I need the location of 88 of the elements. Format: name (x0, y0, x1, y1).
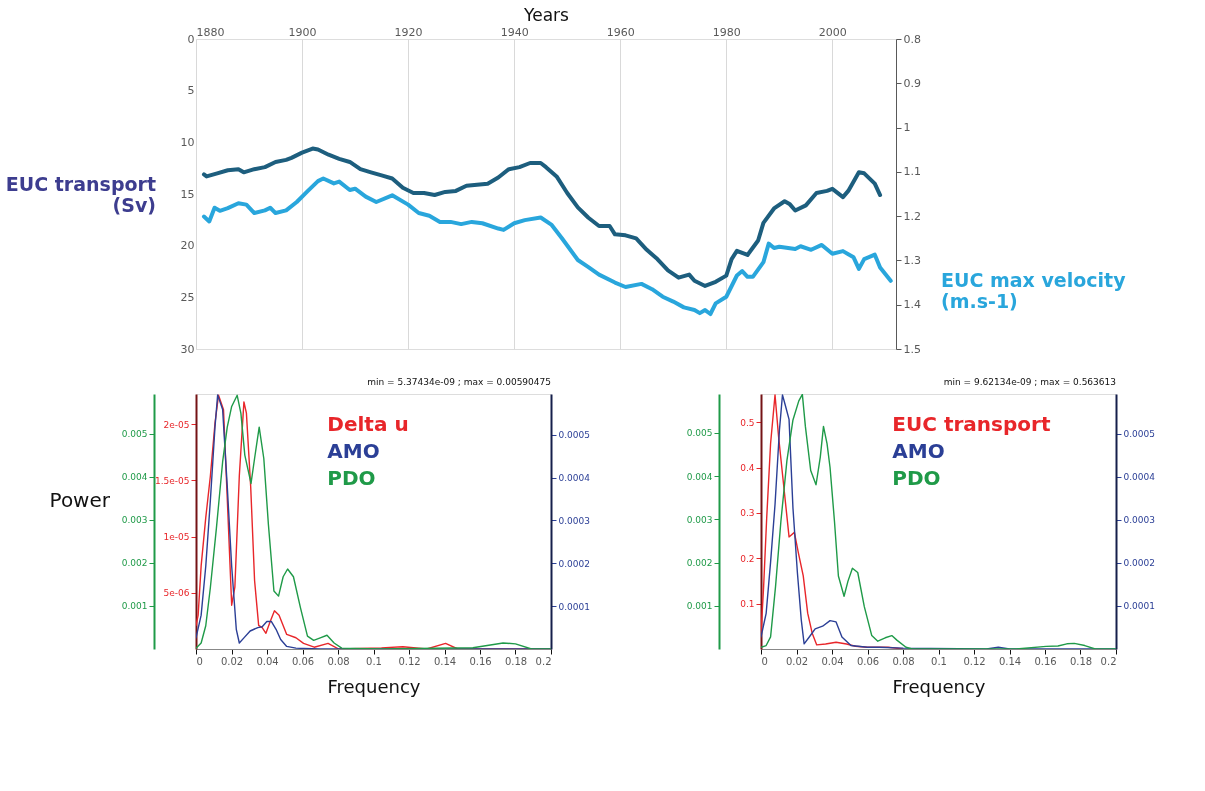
y2-tick-label: 0.8 (903, 32, 921, 46)
x-tick-label: 0.12 (398, 655, 421, 667)
y3-tick-label: 0.0005 (558, 430, 590, 441)
x-tick-label: 2000 (818, 25, 847, 39)
x-tick-label: 0.08 (892, 655, 915, 667)
y-tick-label: 20 (180, 239, 195, 253)
x-tick-label: 1920 (394, 25, 423, 39)
y2-axis-title: EUC max velocity (m.s-1) (941, 268, 1127, 312)
y-tick-label: 0.004 (686, 471, 713, 482)
y3-tick-label: 0.0001 (558, 601, 590, 612)
y-tick-label: 5 (187, 84, 195, 98)
text: AMO (327, 438, 380, 463)
x-tick-label: 0.14 (433, 655, 457, 667)
y2-tick-label: 1.2 (903, 209, 921, 223)
y2-tick-label: 0.9 (903, 76, 921, 90)
y3-tick-label: 0.0002 (558, 558, 590, 569)
y2-tick-label: 0.5 (740, 417, 755, 428)
x-tick-label: 1980 (712, 25, 741, 39)
line-series (201, 176, 893, 317)
y2-tick-label: 1.1 (903, 165, 921, 179)
x-tick-label: 1900 (288, 25, 317, 39)
y-tick-label: 0.001 (121, 601, 148, 612)
x-tick-label: 0.04 (821, 655, 844, 667)
y-tick-label: 10 (180, 135, 195, 149)
x-tick-label: 0.02 (785, 655, 809, 667)
x-tick-label: 1880 (196, 25, 225, 39)
y2-tick-label: 0.3 (740, 508, 755, 519)
y2-tick-label: 1 (903, 121, 911, 135)
x-tick-label: 0.18 (504, 655, 528, 667)
y-tick-label: 0.005 (121, 429, 148, 440)
x-tick-label: 0.08 (327, 655, 350, 667)
y3-tick-label: 0.0001 (1123, 601, 1155, 612)
text: min = 9.62134e-09 ; max = 0.563613 (943, 377, 1116, 387)
x-axis-title: Years (523, 4, 570, 25)
y3-tick-label: 0.0005 (1123, 429, 1155, 440)
y2-tick-label: 5e-06 (163, 588, 190, 599)
y3-tick-label: 0.0002 (1123, 558, 1155, 569)
x-tick-label: 0.06 (856, 655, 880, 667)
text: EUC transport (892, 411, 1051, 436)
text: AMO (892, 438, 945, 463)
x-tick-label: 1960 (606, 25, 635, 39)
x-tick-label: 0.12 (963, 655, 986, 667)
x-tick-label: 0.2 (535, 655, 552, 667)
x-axis-title: Frequency (892, 675, 986, 697)
x-tick-label: 0 (196, 655, 203, 667)
y-axis-title: EUC transport (Sv) (5, 172, 156, 216)
y2-tick-label: 0.4 (740, 463, 755, 474)
text: PDO (327, 465, 376, 490)
y2-tick-label: 1.5e-05 (154, 476, 190, 486)
line-series (201, 146, 883, 288)
text: PDO (892, 465, 941, 490)
x-tick-label: 0.1 (366, 655, 382, 667)
y3-tick-label: 0.0004 (558, 473, 591, 484)
y2-tick-label: 0.2 (740, 553, 755, 564)
text: Delta u (327, 411, 409, 436)
y2-tick-label: 1.5 (903, 342, 921, 356)
x-tick-label: 0 (761, 655, 768, 667)
x-tick-label: 1940 (500, 25, 529, 39)
y3-tick-label: 0.0003 (1123, 515, 1155, 526)
y-tick-label: 0.002 (121, 558, 148, 569)
x-tick-label: 0.14 (998, 655, 1022, 667)
y-tick-label: 0.002 (686, 558, 713, 569)
x-tick-label: 0.18 (1069, 655, 1093, 667)
y2-tick-label: 1e-05 (163, 532, 190, 543)
x-tick-label: 0.2 (1100, 655, 1117, 667)
x-tick-label: 0.16 (1034, 655, 1057, 667)
x-tick-label: 0.04 (256, 655, 279, 667)
y2-tick-label: 1.4 (903, 298, 921, 312)
y2-tick-label: 2e-05 (163, 419, 190, 430)
y-tick-label: 0.003 (686, 514, 713, 525)
x-tick-label: 0.1 (931, 655, 947, 667)
y2-tick-label: 0.1 (740, 599, 755, 610)
text: min = 5.37434e-09 ; max = 0.00590475 (367, 377, 551, 387)
y-tick-label: 0.003 (121, 515, 148, 526)
y-tick-label: 25 (180, 290, 195, 304)
y-tick-label: 0.004 (121, 472, 148, 483)
y2-tick-label: 1.3 (903, 253, 921, 267)
x-tick-label: 0.16 (469, 655, 492, 667)
y-tick-label: 0.005 (686, 428, 713, 439)
y3-tick-label: 0.0004 (1123, 472, 1156, 483)
x-axis-title: Frequency (327, 675, 421, 697)
y3-tick-label: 0.0003 (558, 515, 590, 526)
y-axis-title: Power (49, 488, 111, 513)
y-tick-label: 15 (180, 187, 195, 201)
x-tick-label: 0.02 (220, 655, 244, 667)
y-tick-label: 30 (180, 342, 195, 356)
x-tick-label: 0.06 (291, 655, 315, 667)
y-tick-label: 0.001 (686, 601, 713, 612)
